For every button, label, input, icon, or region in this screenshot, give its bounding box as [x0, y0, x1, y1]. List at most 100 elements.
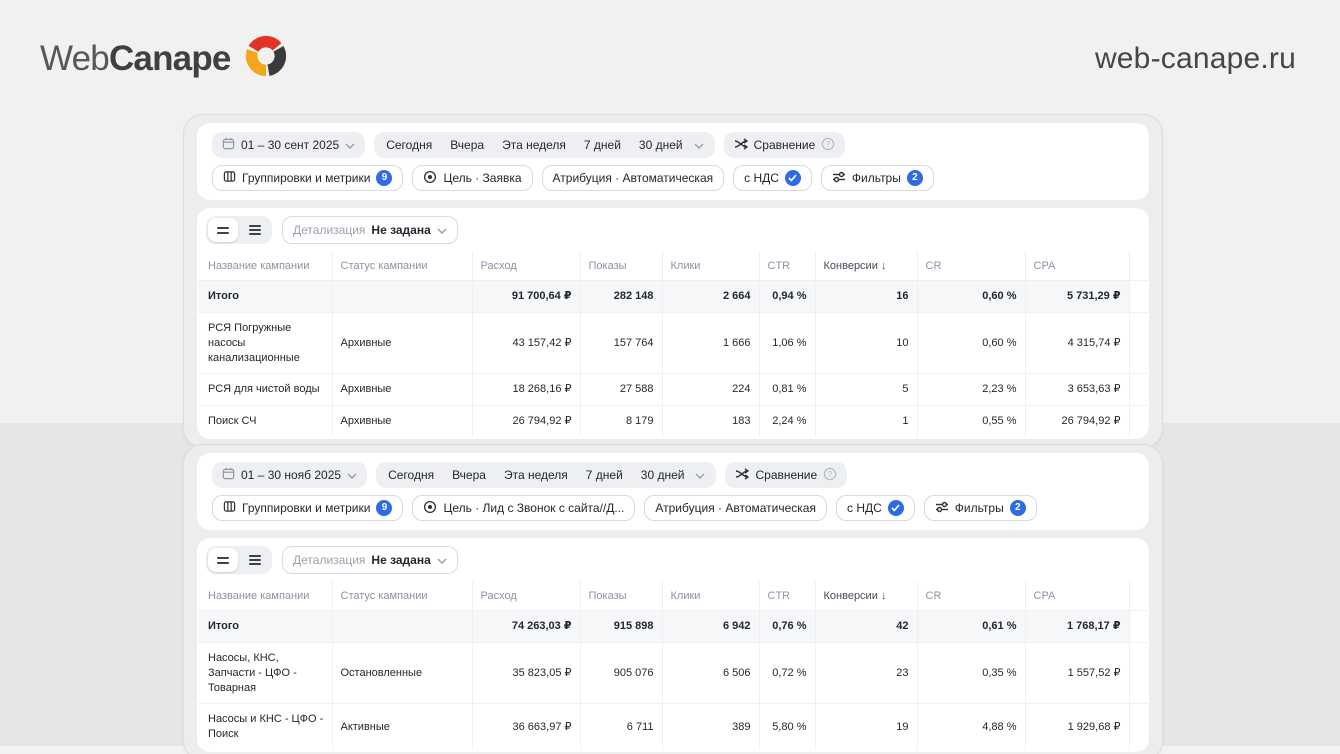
date-range-picker[interactable]: 01 – 30 нояб 2025 — [212, 462, 368, 488]
goal-label: Цель · Заявка — [443, 171, 522, 185]
campaign-status-cell: Остановленные — [331, 641, 472, 704]
filters-button[interactable]: Фильтры 2 — [820, 165, 934, 191]
filters-label: Фильтры — [954, 501, 1004, 515]
campaign-row[interactable]: РСЯ Погружные насосы канализационные Архи… — [198, 311, 1148, 374]
campaign-name-cell: Итого — [198, 280, 332, 313]
spacer-cell — [1128, 311, 1148, 374]
column-header[interactable]: Конверсии ↓ — [814, 581, 917, 611]
svg-text:?: ? — [828, 470, 833, 479]
column-header[interactable]: Конверсии ↓ — [814, 251, 917, 281]
column-header[interactable]: CTR — [758, 581, 815, 611]
chevron-down-icon — [345, 138, 355, 152]
help-circle-icon[interactable]: ? — [821, 137, 835, 154]
spacer-cell — [1128, 373, 1148, 406]
quick-range-this-week[interactable]: Эта неделя — [502, 138, 566, 152]
metric-cell: 0,94 % — [758, 280, 815, 313]
metric-cell: 0,60 % — [916, 280, 1025, 313]
compare-button[interactable]: Сравнение ? — [725, 462, 848, 488]
help-circle-icon[interactable]: ? — [823, 467, 837, 484]
column-header[interactable]: Название кампании — [198, 251, 332, 281]
quick-range-yesterday[interactable]: Вчера — [450, 138, 485, 152]
campaign-row[interactable]: РСЯ для чистой воды Архивные 18 268,16 ₽27… — [198, 373, 1148, 406]
spacer-column-header — [1128, 581, 1148, 611]
goal-button[interactable]: Цель · Заявка — [412, 165, 533, 191]
metric-cell: 91 700,64 ₽ — [471, 280, 580, 313]
density-comfortable-button[interactable] — [208, 548, 238, 572]
column-header[interactable]: CPA — [1024, 251, 1129, 281]
metric-cell: 2,23 % — [916, 373, 1025, 406]
detalization-select[interactable]: Детализация Не задана — [282, 546, 458, 574]
column-header[interactable]: Показы — [579, 251, 662, 281]
metric-cell: 16 — [814, 280, 917, 313]
metric-cell: 26 794,92 ₽ — [471, 405, 580, 438]
quick-range-this-week[interactable]: Эта неделя — [503, 468, 568, 482]
quick-range-yesterday[interactable]: Вчера — [452, 468, 486, 482]
column-header[interactable]: Клики — [661, 581, 759, 611]
metric-cell: 389 — [661, 703, 759, 751]
vat-toggle[interactable]: с НДС — [835, 495, 915, 521]
filters-button[interactable]: Фильтры 2 — [923, 495, 1037, 521]
target-icon — [423, 170, 437, 187]
column-header[interactable]: Расход — [471, 581, 580, 611]
date-range-picker[interactable]: 01 – 30 сент 2025 — [212, 132, 366, 158]
site-url: web-canape.ru — [1094, 42, 1296, 75]
column-header[interactable]: Показы — [579, 581, 662, 611]
column-header[interactable]: CR — [916, 251, 1025, 281]
detalization-select[interactable]: Детализация Не задана — [282, 216, 458, 244]
column-header[interactable]: Название кампании — [198, 581, 332, 611]
totals-row[interactable]: Итого 74 263,03 ₽915 898 6 942 0,76 % 42 0,61… — [198, 610, 1148, 643]
compare-button[interactable]: Сравнение ? — [723, 132, 846, 158]
quick-range-today[interactable]: Сегодня — [388, 468, 435, 482]
metric-cell: 224 — [661, 373, 759, 406]
metric-cell: 6 942 — [661, 610, 759, 643]
campaign-status-cell: Архивные — [331, 405, 472, 438]
quick-range-today[interactable]: Сегодня — [386, 138, 433, 152]
groupings-metrics-button[interactable]: Группировки и метрики 9 — [212, 495, 404, 521]
goal-button[interactable]: Цель · Лид с Звонок с сайта//Д... — [412, 495, 636, 521]
chevron-down-icon[interactable] — [692, 138, 712, 152]
vat-toggle[interactable]: с НДС — [733, 165, 812, 191]
metric-cell: 42 — [814, 610, 917, 643]
column-header[interactable]: CTR — [758, 251, 815, 281]
campaign-table: Название кампании Статус кампании Расход По… — [198, 581, 1148, 751]
row-density-toggle — [206, 216, 272, 244]
chevron-down-icon — [347, 468, 357, 482]
quick-range-7-days[interactable]: 7 дней — [583, 138, 621, 152]
quick-range-30-days[interactable]: 30 дней — [638, 138, 683, 152]
metric-cell: 282 148 — [579, 280, 662, 313]
density-comfortable-button[interactable] — [208, 218, 238, 242]
column-header[interactable]: CR — [916, 581, 1025, 611]
groupings-metrics-button[interactable]: Группировки и метрики 9 — [212, 165, 404, 191]
campaign-status-cell: Активные — [331, 703, 472, 751]
density-compact-button[interactable] — [240, 548, 270, 572]
totals-row[interactable]: Итого 91 700,64 ₽282 148 2 664 0,94 % 16 0,60… — [198, 280, 1148, 313]
checkbox-checked-icon[interactable] — [887, 500, 904, 516]
sliders-icon — [832, 171, 846, 186]
column-header[interactable]: Расход — [471, 251, 580, 281]
vat-label: с НДС — [846, 501, 882, 515]
detalization-value: Не задана — [371, 223, 431, 237]
metric-cell: 23 — [814, 641, 917, 704]
column-header[interactable]: Клики — [661, 251, 759, 281]
column-header[interactable]: Статус кампании — [331, 251, 472, 281]
logo-canape: Canape — [108, 38, 231, 78]
campaign-row[interactable]: Насосы и КНС - ЦФО - Поиск Активные 36 663… — [198, 703, 1148, 751]
campaign-table-container: Название кампании Статус кампании Расход По… — [197, 581, 1149, 751]
groupings-count-badge: 9 — [376, 500, 393, 516]
stats-panel: 01 – 30 сент 2025 Сегодня Вчера Эта неде… — [183, 114, 1163, 449]
detalization-label: Детализация — [293, 223, 366, 237]
quick-range-7-days[interactable]: 7 дней — [585, 468, 623, 482]
metric-cell: 18 268,16 ₽ — [471, 373, 580, 406]
campaign-row[interactable]: Насосы, КНС, Запчасти - ЦФО - Товарная Ос… — [198, 641, 1148, 704]
column-header[interactable]: CPA — [1024, 581, 1129, 611]
column-header[interactable]: Статус кампании — [331, 581, 472, 611]
attribution-button[interactable]: Атрибуция · Автоматическая — [644, 495, 827, 521]
row-density-toggle — [206, 546, 272, 574]
checkbox-checked-icon[interactable] — [784, 170, 801, 186]
quick-range-30-days[interactable]: 30 дней — [640, 468, 685, 482]
campaign-row[interactable]: Поиск СЧ Архивные 26 794,92 ₽8 179 183 2,24 … — [198, 405, 1148, 438]
attribution-button[interactable]: Атрибуция · Автоматическая — [541, 165, 725, 191]
chevron-down-icon[interactable] — [693, 468, 713, 482]
density-compact-button[interactable] — [240, 218, 270, 242]
table-header-row: Название кампании Статус кампании Расход По… — [198, 251, 1148, 281]
